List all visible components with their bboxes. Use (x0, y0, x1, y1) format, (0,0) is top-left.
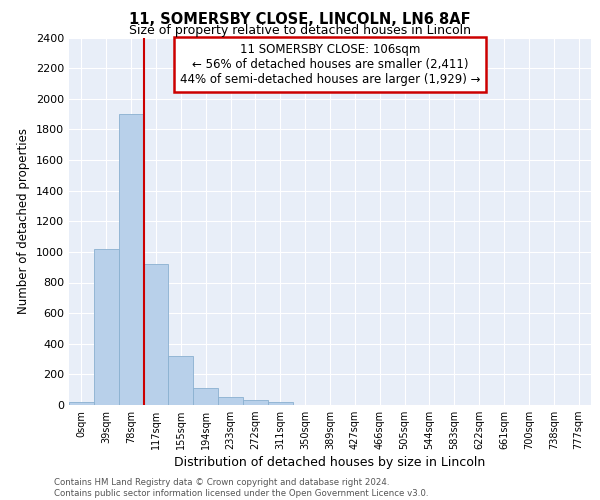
Bar (94, 249, 119, 405)
Text: Size of property relative to detached houses in Lincoln: Size of property relative to detached ho… (129, 24, 471, 37)
Bar (218, 396, 243, 405)
Bar (69, 402, 94, 405)
Bar (268, 402, 293, 405)
Bar (243, 400, 268, 405)
Bar (193, 388, 218, 405)
Y-axis label: Number of detached properties: Number of detached properties (17, 128, 31, 314)
X-axis label: Distribution of detached houses by size in Lincoln: Distribution of detached houses by size … (175, 456, 485, 469)
Text: 11, SOMERSBY CLOSE, LINCOLN, LN6 8AF: 11, SOMERSBY CLOSE, LINCOLN, LN6 8AF (129, 12, 471, 27)
Bar (169, 356, 193, 405)
Bar (143, 264, 169, 405)
Text: Contains HM Land Registry data © Crown copyright and database right 2024.
Contai: Contains HM Land Registry data © Crown c… (54, 478, 428, 498)
Bar (119, 114, 143, 405)
Text: 11 SOMERSBY CLOSE: 106sqm
← 56% of detached houses are smaller (2,411)
44% of se: 11 SOMERSBY CLOSE: 106sqm ← 56% of detac… (180, 43, 480, 86)
